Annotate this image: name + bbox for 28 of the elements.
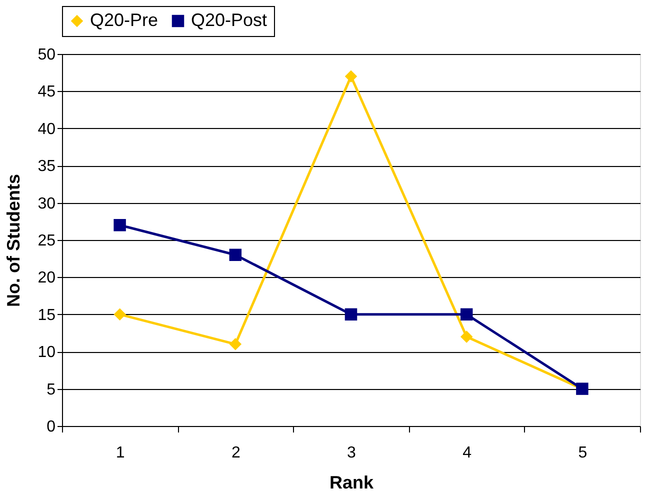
- point: [229, 338, 242, 350]
- y-tick-label: 0: [46, 418, 56, 436]
- y-axis-title: No. of Students: [4, 174, 24, 307]
- point: [344, 70, 358, 82]
- legend-label: Q20-Pre: [90, 10, 158, 30]
- point: [460, 330, 473, 343]
- y-tick-label: 35: [38, 158, 56, 176]
- x-tick-label: 4: [462, 444, 472, 462]
- x-tick-label: 2: [231, 444, 240, 462]
- y-tick-label: 15: [38, 306, 56, 324]
- x-tick-label: 5: [578, 444, 588, 462]
- y-tick-label: 10: [38, 344, 56, 362]
- point: [344, 308, 358, 321]
- y-tick-label: 5: [46, 381, 56, 398]
- y-tick-label: 20: [38, 270, 56, 287]
- point: [229, 248, 242, 262]
- point: [114, 218, 126, 232]
- legend-label: Q20-Post: [191, 10, 268, 30]
- x-tick-label: 1: [116, 444, 125, 462]
- y-tick-label: 45: [38, 84, 56, 101]
- x-tick-label: 3: [347, 444, 356, 462]
- point: [114, 308, 126, 321]
- y-tick-label: 40: [38, 120, 56, 138]
- y-tick-label: 50: [38, 46, 56, 64]
- x-axis-title: Rank: [329, 472, 374, 492]
- y-tick-label: 30: [38, 195, 56, 212]
- point: [460, 308, 473, 321]
- y-tick-label: 25: [38, 232, 56, 250]
